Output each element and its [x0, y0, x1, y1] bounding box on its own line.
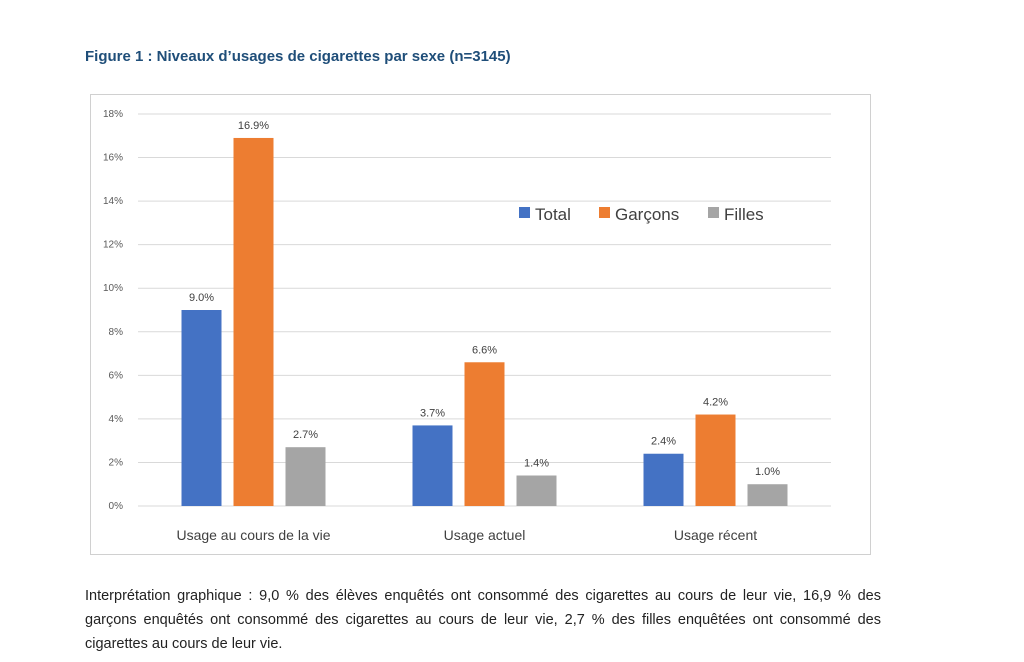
- bar-garçons: [233, 137, 274, 506]
- legend-swatch-total: [519, 207, 530, 218]
- bar-garçons: [464, 362, 505, 506]
- data-label: 3.7%: [420, 407, 445, 419]
- legend-swatch-garçons: [599, 207, 610, 218]
- y-tick-label: 8%: [109, 327, 124, 338]
- y-tick-label: 0%: [109, 501, 124, 512]
- y-tick-label: 18%: [103, 109, 123, 120]
- category-label: Usage actuel: [444, 527, 526, 543]
- data-label: 9.0%: [189, 292, 214, 304]
- data-label: 4.2%: [703, 397, 728, 409]
- y-tick-label: 10%: [103, 283, 123, 294]
- data-label: 2.7%: [293, 429, 318, 441]
- data-label: 1.4%: [524, 458, 549, 470]
- bar-total: [412, 425, 453, 506]
- bar-total: [643, 453, 684, 506]
- bar-garçons: [695, 414, 736, 506]
- bar-total: [181, 310, 222, 506]
- bar-filles: [516, 475, 557, 506]
- legend-label: Garçons: [615, 205, 679, 224]
- y-tick-label: 6%: [109, 370, 124, 381]
- y-tick-label: 16%: [103, 153, 123, 164]
- y-tick-label: 14%: [103, 196, 123, 207]
- legend-label: Total: [535, 205, 571, 224]
- chart-frame: 0% 2% 4% 6% 8% 10% 12% 14% 16% 18% 9.0% 16.9% 2.7% Us…: [90, 94, 871, 555]
- bar-filles: [747, 484, 788, 506]
- y-tick-label: 2%: [109, 457, 124, 468]
- legend-swatch-filles: [708, 207, 719, 218]
- y-tick-label: 12%: [103, 240, 123, 251]
- data-label: 2.4%: [651, 436, 676, 448]
- bar-chart: 0% 2% 4% 6% 8% 10% 12% 14% 16% 18% 9.0% 16.9% 2.7% Us…: [103, 109, 831, 543]
- category-label: Usage récent: [674, 527, 757, 543]
- category-label: Usage au cours de la vie: [176, 527, 330, 543]
- data-label: 1.0%: [755, 466, 780, 478]
- data-label: 6.6%: [472, 344, 497, 356]
- figure-title: Figure 1 : Niveaux d’usages de cigarette…: [85, 48, 511, 65]
- legend-label: Filles: [724, 205, 764, 224]
- y-tick-label: 4%: [109, 414, 124, 425]
- data-label: 16.9%: [238, 120, 269, 132]
- bar-filles: [285, 447, 326, 506]
- interpretation-text: Interprétation graphique : 9,0 % des élè…: [85, 588, 881, 652]
